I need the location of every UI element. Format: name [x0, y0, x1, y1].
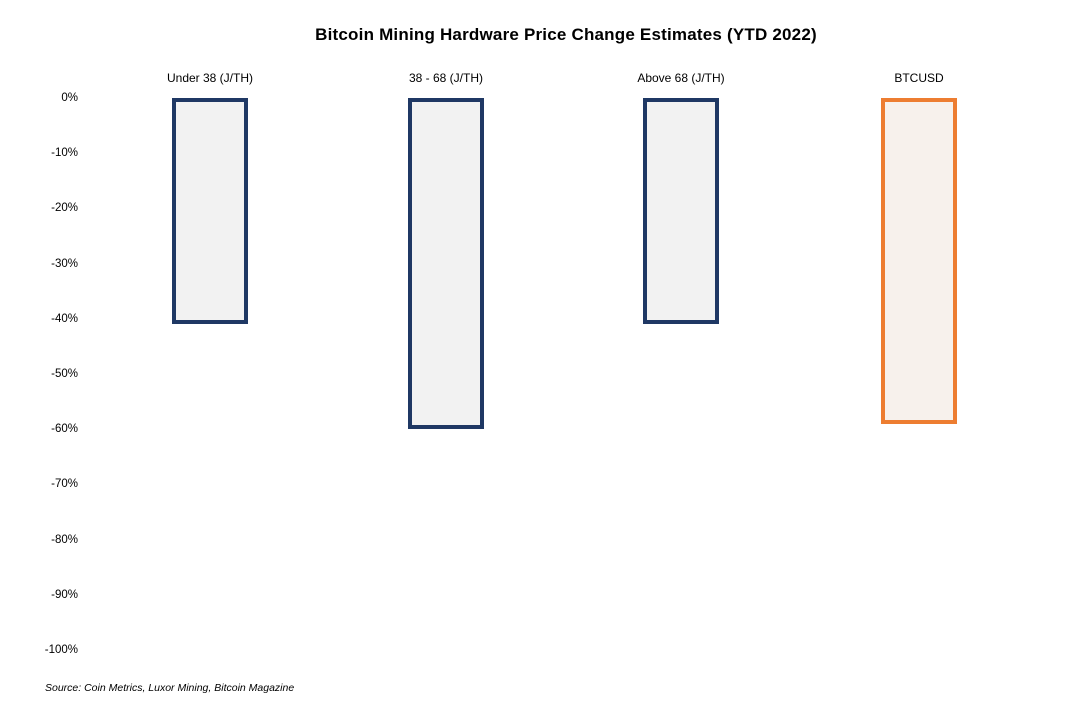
y-tick-label: -20%: [51, 202, 78, 215]
y-tick-label: 0%: [61, 92, 78, 104]
bar-category-label: 38 - 68 (J/TH): [408, 71, 483, 85]
y-tick-label: -60%: [51, 423, 78, 436]
y-tick-label: -90%: [51, 588, 78, 601]
bar: [172, 98, 248, 325]
y-tick-label: -70%: [51, 478, 78, 491]
bar: [408, 98, 484, 430]
source-note: Source: Coin Metrics, Luxor Mining, Bitc…: [45, 682, 295, 694]
bar-category-label: Under 38 (J/TH): [166, 71, 254, 85]
y-tick-label: -100%: [44, 644, 78, 656]
bar-category-label: BTCUSD: [894, 71, 944, 85]
bar-category-label: Above 68 (J/TH): [637, 71, 725, 85]
y-tick-label: -10%: [51, 147, 78, 160]
y-tick-label: -40%: [51, 312, 78, 325]
chart-title: Bitcoin Mining Hardware Price Change Est…: [315, 25, 817, 44]
y-tick-label: -80%: [51, 533, 78, 546]
y-tick-label: -50%: [51, 368, 78, 380]
bar: [881, 98, 957, 424]
y-tick-label: -30%: [51, 257, 78, 270]
bar: [643, 98, 719, 325]
